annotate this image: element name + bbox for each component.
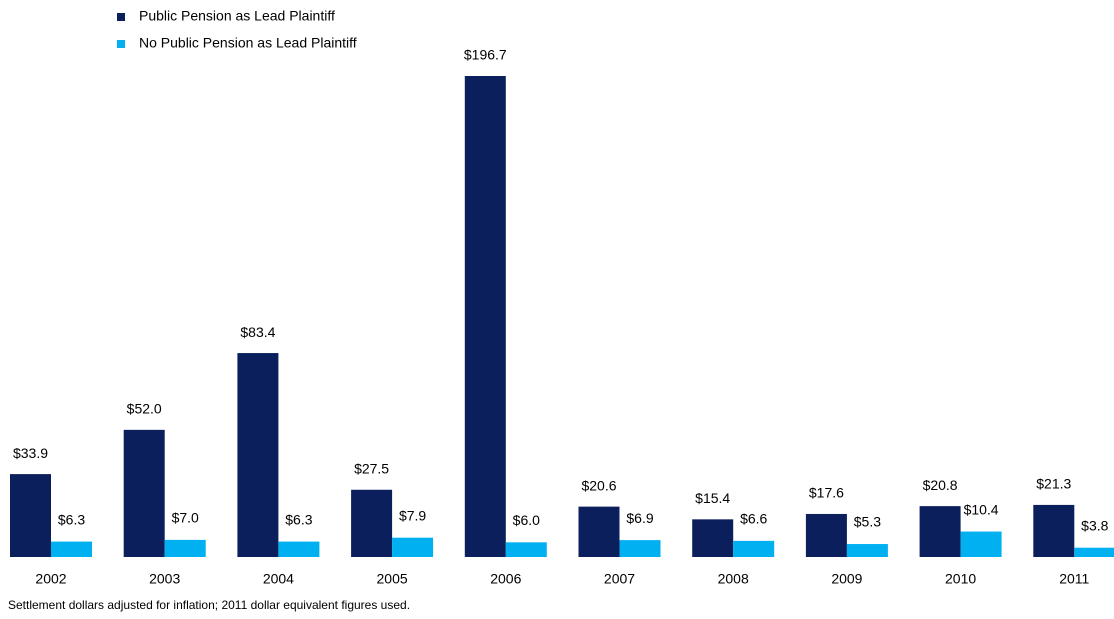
value-label: $20.6 <box>581 477 616 493</box>
value-label: $83.4 <box>240 324 275 340</box>
bar <box>10 474 51 557</box>
bar <box>846 544 888 557</box>
bar <box>733 540 775 557</box>
value-label: $15.4 <box>695 490 730 506</box>
bar <box>805 513 847 557</box>
value-label: $6.3 <box>58 511 85 527</box>
bar <box>351 489 393 557</box>
value-label: $21.3 <box>1036 476 1071 492</box>
bar <box>619 540 661 557</box>
legend-swatch <box>117 13 125 21</box>
bar <box>960 531 1002 557</box>
bar <box>164 539 206 557</box>
x-tick-label: 2006 <box>490 571 521 587</box>
value-label: $6.9 <box>626 510 653 526</box>
x-tick-label: 2003 <box>149 571 180 587</box>
footnote: Settlement dollars adjusted for inflatio… <box>8 598 410 612</box>
bar <box>392 537 434 557</box>
value-label: $7.9 <box>399 507 426 523</box>
value-label: $6.6 <box>740 511 767 527</box>
value-label: $5.3 <box>854 514 881 530</box>
bar <box>1074 547 1114 557</box>
bar <box>51 541 92 557</box>
value-label: $52.0 <box>127 401 162 417</box>
bar <box>692 519 734 557</box>
legend-label: No Public Pension as Lead Plaintiff <box>139 35 357 51</box>
value-label: $17.6 <box>809 485 844 501</box>
value-label: $3.8 <box>1081 517 1108 533</box>
bar <box>123 429 165 557</box>
x-tick-label: 2004 <box>263 571 294 587</box>
bar <box>278 541 320 557</box>
bar <box>464 76 506 557</box>
bar <box>919 506 961 557</box>
value-label: $7.0 <box>172 510 199 526</box>
x-tick-label: 2010 <box>945 571 976 587</box>
x-tick-label: 2002 <box>35 571 66 587</box>
bar <box>505 542 547 557</box>
x-tick-label: 2008 <box>718 571 749 587</box>
value-label: $6.3 <box>285 511 312 527</box>
value-label: $33.9 <box>13 445 48 461</box>
value-label: $196.7 <box>464 47 507 63</box>
bar <box>1033 504 1075 557</box>
x-tick-label: 2007 <box>604 571 635 587</box>
value-label: $6.0 <box>513 512 540 528</box>
value-label: $10.4 <box>964 501 999 517</box>
legend-swatch <box>117 40 125 48</box>
bar <box>237 353 279 557</box>
legend-label: Public Pension as Lead Plaintiff <box>139 8 335 24</box>
x-tick-label: 2005 <box>377 571 408 587</box>
x-tick-label: 2011 <box>1059 571 1089 587</box>
value-label: $20.8 <box>923 477 958 493</box>
x-tick-label: 2009 <box>831 571 862 587</box>
value-label: $27.5 <box>354 460 389 476</box>
bar <box>578 506 620 557</box>
